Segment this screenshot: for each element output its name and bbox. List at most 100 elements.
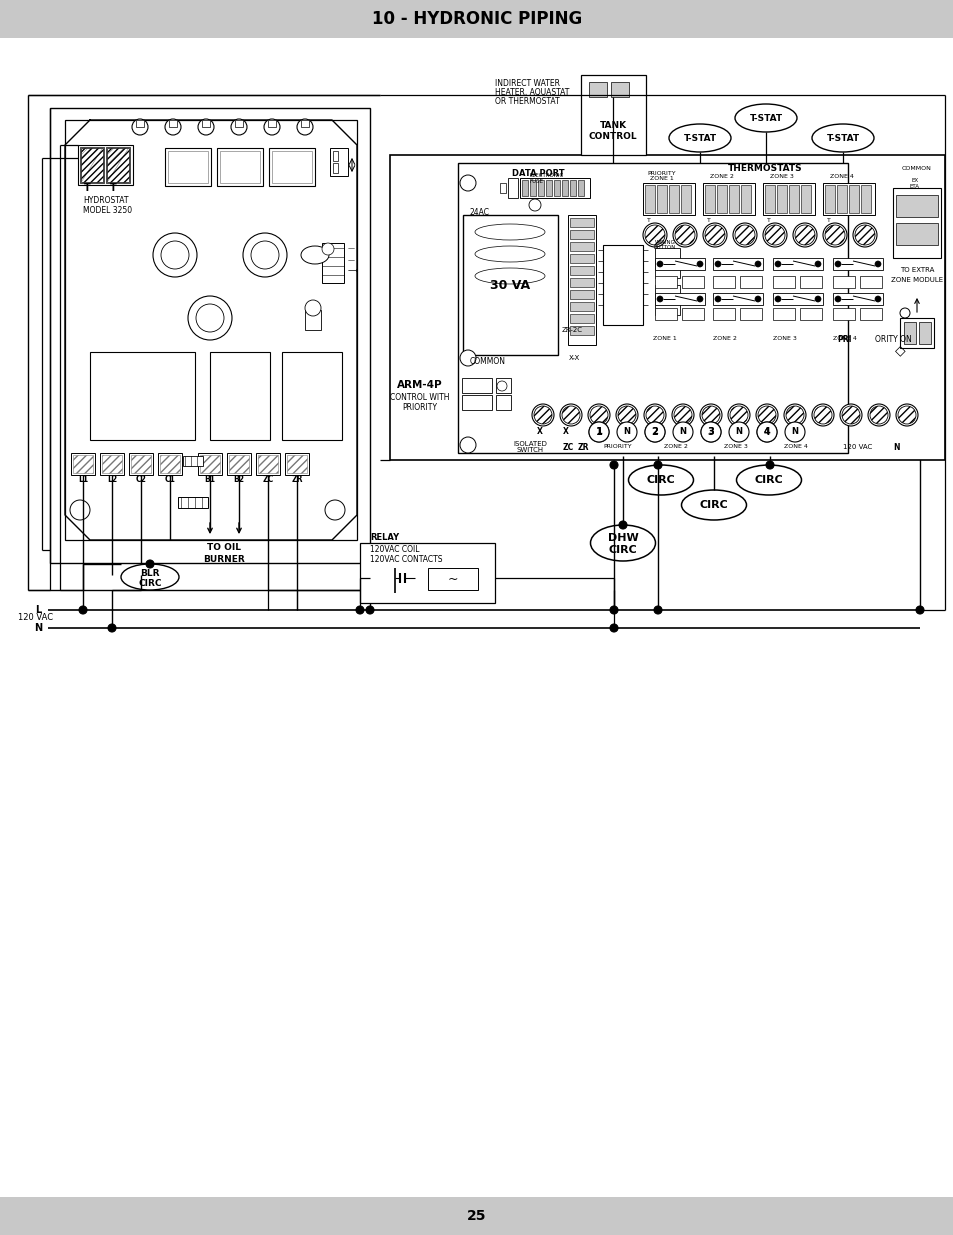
Circle shape <box>70 500 90 520</box>
Circle shape <box>754 261 760 267</box>
Bar <box>359 543 495 603</box>
Text: ZR-2C: ZR-2C <box>561 327 582 333</box>
Bar <box>50 107 370 563</box>
Bar <box>668 185 679 212</box>
Bar <box>305 310 320 330</box>
Bar <box>681 308 703 320</box>
Text: 120 VAC: 120 VAC <box>842 445 872 450</box>
Circle shape <box>874 261 880 267</box>
Text: ZR: ZR <box>291 475 302 484</box>
Text: ZONE 2: ZONE 2 <box>712 336 736 341</box>
Bar <box>832 293 882 305</box>
Text: CIRC: CIRC <box>646 475 675 485</box>
Ellipse shape <box>628 466 693 495</box>
Bar <box>530 180 536 196</box>
Bar <box>569 180 576 196</box>
Circle shape <box>616 404 638 426</box>
Text: BLR: BLR <box>140 568 159 578</box>
Circle shape <box>840 404 862 426</box>
Circle shape <box>714 296 720 303</box>
Bar <box>644 185 655 212</box>
Text: C2: C2 <box>135 475 146 484</box>
Bar <box>561 180 567 196</box>
Ellipse shape <box>764 225 784 245</box>
Polygon shape <box>332 120 356 144</box>
Bar <box>642 183 695 215</box>
Text: T: T <box>84 183 91 193</box>
Bar <box>824 185 834 212</box>
Ellipse shape <box>668 124 730 152</box>
Ellipse shape <box>824 225 844 245</box>
Bar <box>554 180 559 196</box>
Bar <box>569 303 594 311</box>
Text: TO OIL: TO OIL <box>207 543 241 552</box>
Bar <box>496 378 511 393</box>
Text: L1: L1 <box>78 475 88 484</box>
Bar <box>390 156 944 459</box>
Text: X-X: X-X <box>568 354 579 361</box>
Ellipse shape <box>854 225 874 245</box>
Ellipse shape <box>813 406 831 424</box>
Bar <box>832 275 854 288</box>
Text: ZONE 2: ZONE 2 <box>663 445 687 450</box>
Bar <box>106 147 130 183</box>
Bar <box>776 185 786 212</box>
Bar <box>160 454 180 473</box>
Bar <box>569 290 594 299</box>
Text: MODEL 3250: MODEL 3250 <box>83 205 132 215</box>
Text: B2: B2 <box>233 475 244 484</box>
Circle shape <box>325 500 345 520</box>
Text: PRI: PRI <box>837 336 851 345</box>
Bar <box>168 151 208 183</box>
Text: 4: 4 <box>763 427 769 436</box>
Text: CONTROL WITH: CONTROL WITH <box>390 394 449 403</box>
Circle shape <box>732 224 757 247</box>
Text: T: T <box>646 217 650 222</box>
Bar <box>569 266 594 275</box>
Text: —: — <box>348 257 355 263</box>
Text: ZR: ZR <box>577 442 588 452</box>
Bar <box>107 148 129 182</box>
Ellipse shape <box>811 124 873 152</box>
Circle shape <box>609 461 618 469</box>
Text: HEATER, AQUASTAT: HEATER, AQUASTAT <box>495 88 569 96</box>
Ellipse shape <box>618 406 636 424</box>
Circle shape <box>700 422 720 442</box>
Ellipse shape <box>301 246 329 264</box>
Circle shape <box>654 606 661 614</box>
Text: ZONE 4: ZONE 4 <box>783 445 807 450</box>
Bar <box>740 185 750 212</box>
Circle shape <box>814 261 821 267</box>
Ellipse shape <box>645 406 663 424</box>
Bar <box>90 352 194 440</box>
Bar <box>202 120 210 127</box>
Circle shape <box>587 404 609 426</box>
Ellipse shape <box>897 406 915 424</box>
Circle shape <box>757 422 776 442</box>
Bar <box>165 148 211 186</box>
Circle shape <box>644 422 664 442</box>
Text: B1: B1 <box>204 475 215 484</box>
Text: 25: 25 <box>467 1209 486 1223</box>
Bar <box>832 258 882 270</box>
Text: PRIORITY
ZONE 1: PRIORITY ZONE 1 <box>647 170 676 182</box>
Circle shape <box>834 296 841 303</box>
Polygon shape <box>65 120 90 144</box>
Text: THERMOSTATS: THERMOSTATS <box>727 163 801 173</box>
Ellipse shape <box>673 406 691 424</box>
Circle shape <box>588 422 608 442</box>
Text: CIRC: CIRC <box>608 545 637 555</box>
Ellipse shape <box>869 406 887 424</box>
Bar <box>712 258 762 270</box>
Circle shape <box>792 224 816 247</box>
Bar <box>81 148 103 182</box>
Bar <box>272 151 312 183</box>
Text: 24AC: 24AC <box>470 207 490 216</box>
Circle shape <box>264 119 280 135</box>
Bar <box>569 230 594 240</box>
Circle shape <box>654 461 661 469</box>
Text: 120VAC COIL: 120VAC COIL <box>370 545 419 553</box>
Text: X: X <box>562 427 568 436</box>
Bar <box>169 120 177 127</box>
Bar <box>712 275 734 288</box>
